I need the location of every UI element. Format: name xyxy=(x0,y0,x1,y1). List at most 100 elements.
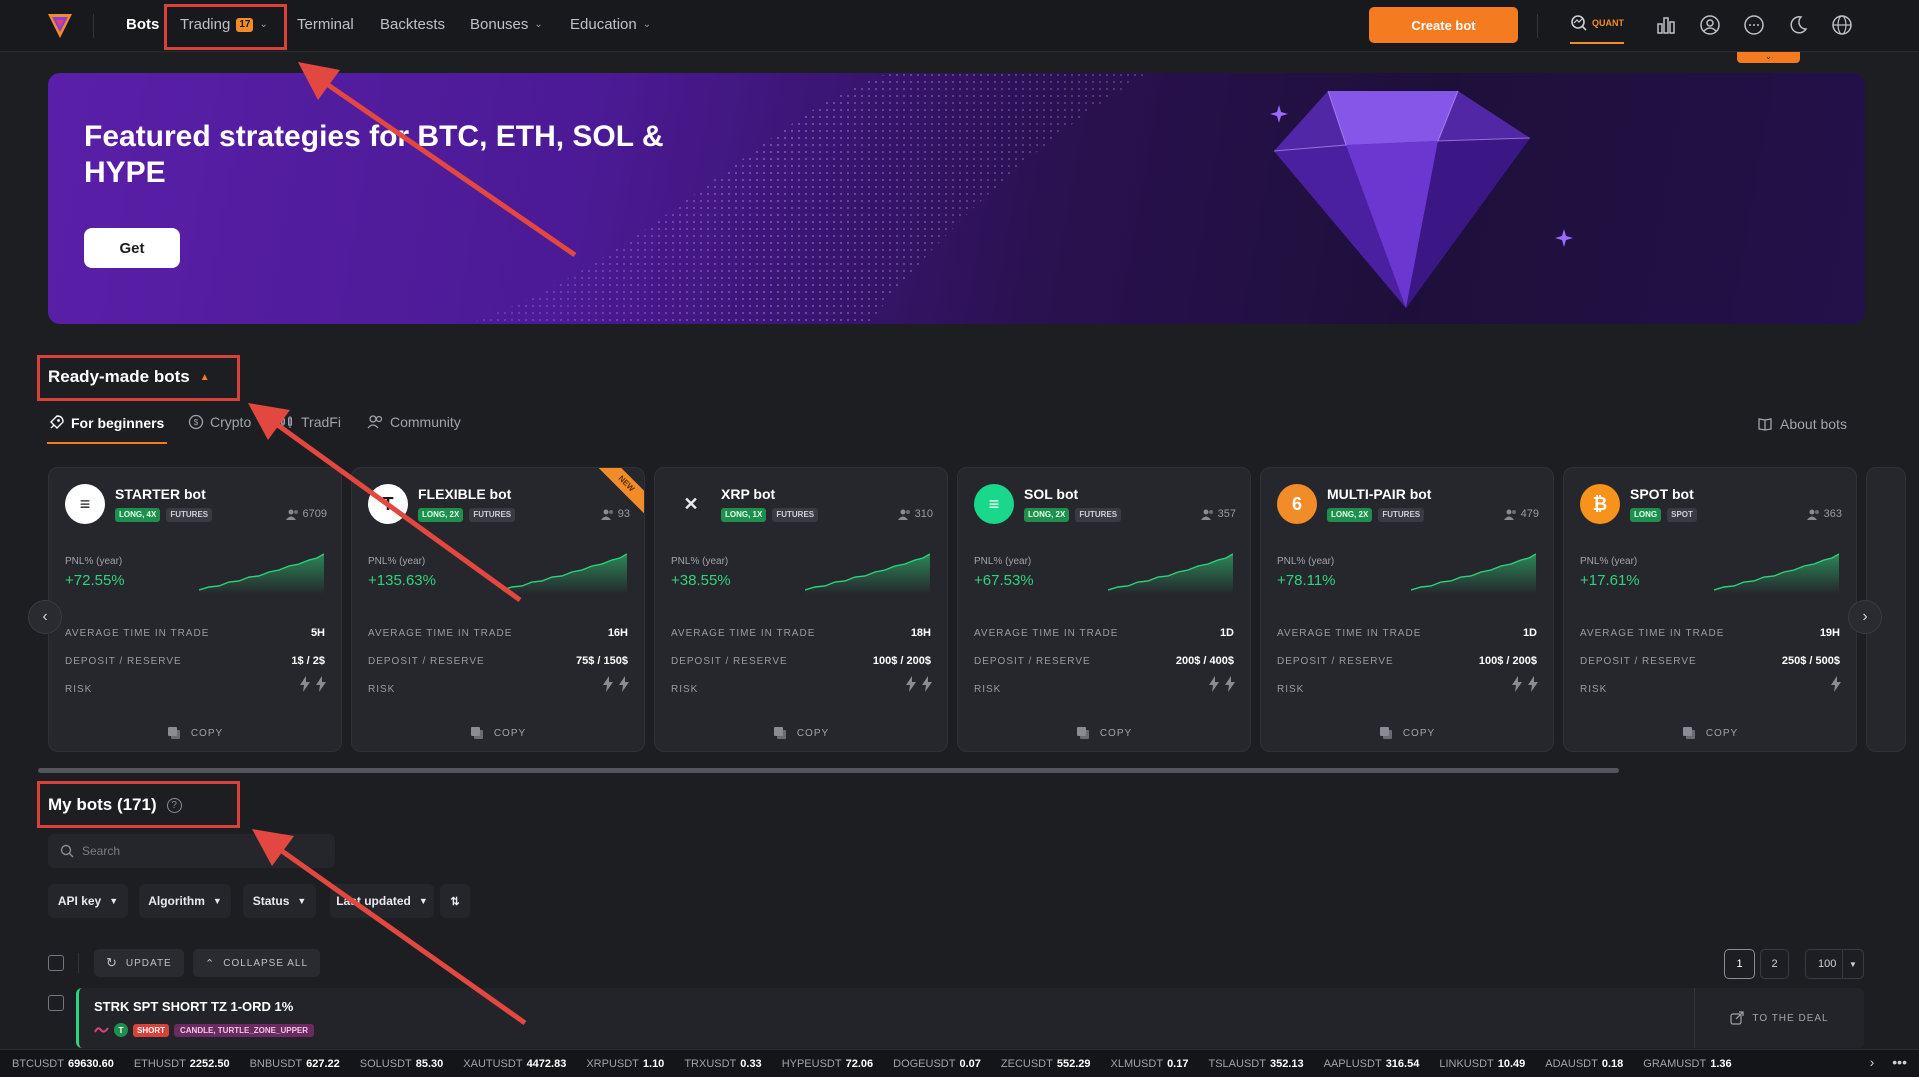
search-field[interactable] xyxy=(48,834,335,868)
bot-card-name: SPOT bot xyxy=(1630,486,1694,502)
bot-card[interactable]: T FLEXIBLE bot LONG, 2X FUTURES 93 PNL% (year… xyxy=(351,467,645,752)
to-the-deal-button[interactable]: TO THE DEAL xyxy=(1694,988,1864,1048)
ticker-item[interactable]: TSLAUSDT 352.13 xyxy=(1208,1058,1303,1070)
nav-bonuses[interactable]: Bonuses ⌄ xyxy=(470,16,543,33)
market-tag: FUTURES xyxy=(1378,508,1425,522)
ticker-item[interactable]: LINKUSDT 10.49 xyxy=(1439,1058,1525,1070)
bot-card[interactable]: ≡ STARTER bot LONG, 4X FUTURES 6709 PNL% (yea… xyxy=(48,467,342,752)
language-globe-icon[interactable] xyxy=(1831,14,1853,36)
get-button[interactable]: Get xyxy=(84,228,180,268)
sort-direction-button[interactable]: ⇅ xyxy=(440,884,470,918)
copy-icon xyxy=(1076,727,1089,739)
ticker-item[interactable]: HYPEUSDT 72.06 xyxy=(782,1058,873,1070)
ticker-item[interactable]: XRPUSDT 1.10 xyxy=(586,1058,664,1070)
ticker-item[interactable]: XAUTUSDT 4472.83 xyxy=(463,1058,566,1070)
ticker-price: 352.13 xyxy=(1269,1057,1304,1070)
ticker-item[interactable]: ETHUSDT 2252.50 xyxy=(134,1058,230,1070)
about-bots-link[interactable]: About bots xyxy=(1757,416,1847,432)
help-icon[interactable]: ? xyxy=(166,797,182,813)
filter-api-key[interactable]: API key ▼ xyxy=(48,884,128,918)
flexible-logo-icon: T xyxy=(368,484,408,524)
search-input[interactable] xyxy=(82,844,322,858)
top-navigation: Bots Trading 17 ⌄ Terminal Backtests Bonus… xyxy=(0,0,1919,52)
ready-made-bots-title[interactable]: Ready-made bots ▲ xyxy=(48,367,210,386)
ticker-item[interactable]: BTCUSDT 69630.60 xyxy=(12,1058,114,1070)
carousel-prev-button[interactable]: ‹ xyxy=(28,600,62,634)
select-all-checkbox[interactable] xyxy=(48,955,64,971)
ticker-item[interactable]: AAPLUSDT 316.54 xyxy=(1324,1058,1420,1070)
sort-last-updated[interactable]: Last updated ▼ xyxy=(330,884,434,918)
nav-bots[interactable]: Bots xyxy=(126,16,160,33)
highlight-box xyxy=(164,4,287,50)
ticker-item[interactable]: TRXUSDT 0.33 xyxy=(684,1058,761,1070)
bot-card[interactable]: ✕ XRP bot LONG, 1X FUTURES 310 PNL% (year) +38… xyxy=(654,467,948,752)
ticker-symbol: HYPEUSDT xyxy=(781,1057,842,1070)
create-bot-button[interactable]: Create bot xyxy=(1369,7,1518,43)
copy-icon xyxy=(167,727,180,739)
search-icon xyxy=(60,844,74,858)
nav-education[interactable]: Education ⌄ xyxy=(570,16,652,33)
ticker-price: 0.33 xyxy=(740,1057,762,1070)
caret-down-icon: ▼ xyxy=(1842,950,1863,978)
tab-tradfi[interactable]: TradFi xyxy=(279,414,341,430)
rocket-icon xyxy=(50,415,64,429)
copy-bot-button[interactable]: COPY xyxy=(1564,726,1856,740)
ticker-price: 1.36 xyxy=(1710,1057,1732,1070)
bot-card[interactable]: ≡ SOL bot LONG, 2X FUTURES 357 PNL% (year) +67… xyxy=(957,467,1251,752)
ticker-price: 1.10 xyxy=(642,1057,665,1070)
banner-title: Featured strategies for BTC, ETH, SOL & … xyxy=(84,120,664,189)
risk-bolt-icon xyxy=(603,676,613,692)
bot-row[interactable]: STRK SPT SHORT TZ 1-ORD 1% T SHORT CANDL… xyxy=(76,988,1864,1048)
nav-terminal[interactable]: Terminal xyxy=(297,16,354,33)
tab-for-beginners[interactable]: For beginners xyxy=(48,414,164,431)
bot-name[interactable]: STRK SPT SHORT TZ 1-ORD 1% xyxy=(94,999,294,1014)
copy-bot-button[interactable]: COPY xyxy=(352,726,644,740)
update-button[interactable]: ↻ UPDATE xyxy=(94,949,184,977)
bot-card[interactable]: ₿ SPOT bot LONG SPOT 363 PNL% (year) +17.61% AV… xyxy=(1563,467,1857,752)
quant-tab[interactable]: QUANT xyxy=(1570,14,1624,44)
tab-community[interactable]: Community xyxy=(367,414,461,430)
ticker-price: 2252.50 xyxy=(189,1057,230,1070)
bot-row-checkbox[interactable] xyxy=(48,995,64,1011)
page-2-button[interactable]: 2 xyxy=(1760,949,1789,979)
per-page-select[interactable]: 100 ▼ xyxy=(1805,949,1864,979)
risk-bolt-icon xyxy=(1831,676,1841,692)
banner-dot-wave xyxy=(468,73,1148,324)
carousel-scrollbar[interactable] xyxy=(38,768,1619,773)
ticker-item[interactable]: SOLUSDT 85.30 xyxy=(360,1058,444,1070)
copy-bot-button[interactable]: COPY xyxy=(958,726,1250,740)
collapse-all-button[interactable]: ⌃ COLLAPSE ALL xyxy=(193,949,321,977)
ticker-item[interactable]: XLMUSDT 0.17 xyxy=(1111,1058,1189,1070)
expand-panel-tab[interactable]: ⌄ xyxy=(1737,52,1800,63)
ticker-price: 10.49 xyxy=(1497,1057,1526,1070)
pnl-value: +67.53% xyxy=(974,572,1034,589)
ticker-item[interactable]: BNBUSDT 627.22 xyxy=(250,1058,340,1070)
nav-backtests[interactable]: Backtests xyxy=(380,16,446,33)
risk-level xyxy=(905,676,933,692)
filter-status[interactable]: Status ▼ xyxy=(243,884,316,918)
ticker-item[interactable]: GRAMUSDT 1.36 xyxy=(1643,1058,1731,1070)
nav-trading[interactable]: Trading 17 ⌄ xyxy=(180,16,268,33)
pnl-label: PNL% (year) xyxy=(974,556,1032,567)
bot-card-users: 363 xyxy=(1806,508,1842,520)
page-1-button[interactable]: 1 xyxy=(1724,949,1755,979)
candles-icon xyxy=(281,416,292,428)
stats-icon[interactable] xyxy=(1655,14,1677,36)
more-icon[interactable]: ••• xyxy=(1892,1054,1907,1070)
logo-icon[interactable] xyxy=(46,12,74,40)
ticker-item[interactable]: ADAUSDT 0.18 xyxy=(1545,1058,1623,1070)
copy-bot-button[interactable]: COPY xyxy=(655,726,947,740)
profile-icon[interactable] xyxy=(1699,14,1721,36)
ticker-item[interactable]: ZECUSDT 552.29 xyxy=(1001,1058,1091,1070)
chat-icon[interactable] xyxy=(1743,14,1765,36)
bot-card[interactable]: 6 MULTI-PAIR bot LONG, 2X FUTURES 479 PNL% (y… xyxy=(1260,467,1554,752)
dark-mode-icon[interactable] xyxy=(1787,14,1809,36)
copy-bot-button[interactable]: COPY xyxy=(1261,726,1553,740)
chevron-right-icon[interactable]: › xyxy=(1869,1054,1875,1070)
market-tag: FUTURES xyxy=(772,508,819,522)
filter-algorithm[interactable]: Algorithm ▼ xyxy=(139,884,231,918)
tab-crypto[interactable]: $ Crypto xyxy=(188,414,251,430)
ticker-item[interactable]: DOGEUSDT 0.07 xyxy=(893,1058,981,1070)
carousel-next-button[interactable]: › xyxy=(1848,600,1882,634)
copy-bot-button[interactable]: COPY xyxy=(49,726,341,740)
